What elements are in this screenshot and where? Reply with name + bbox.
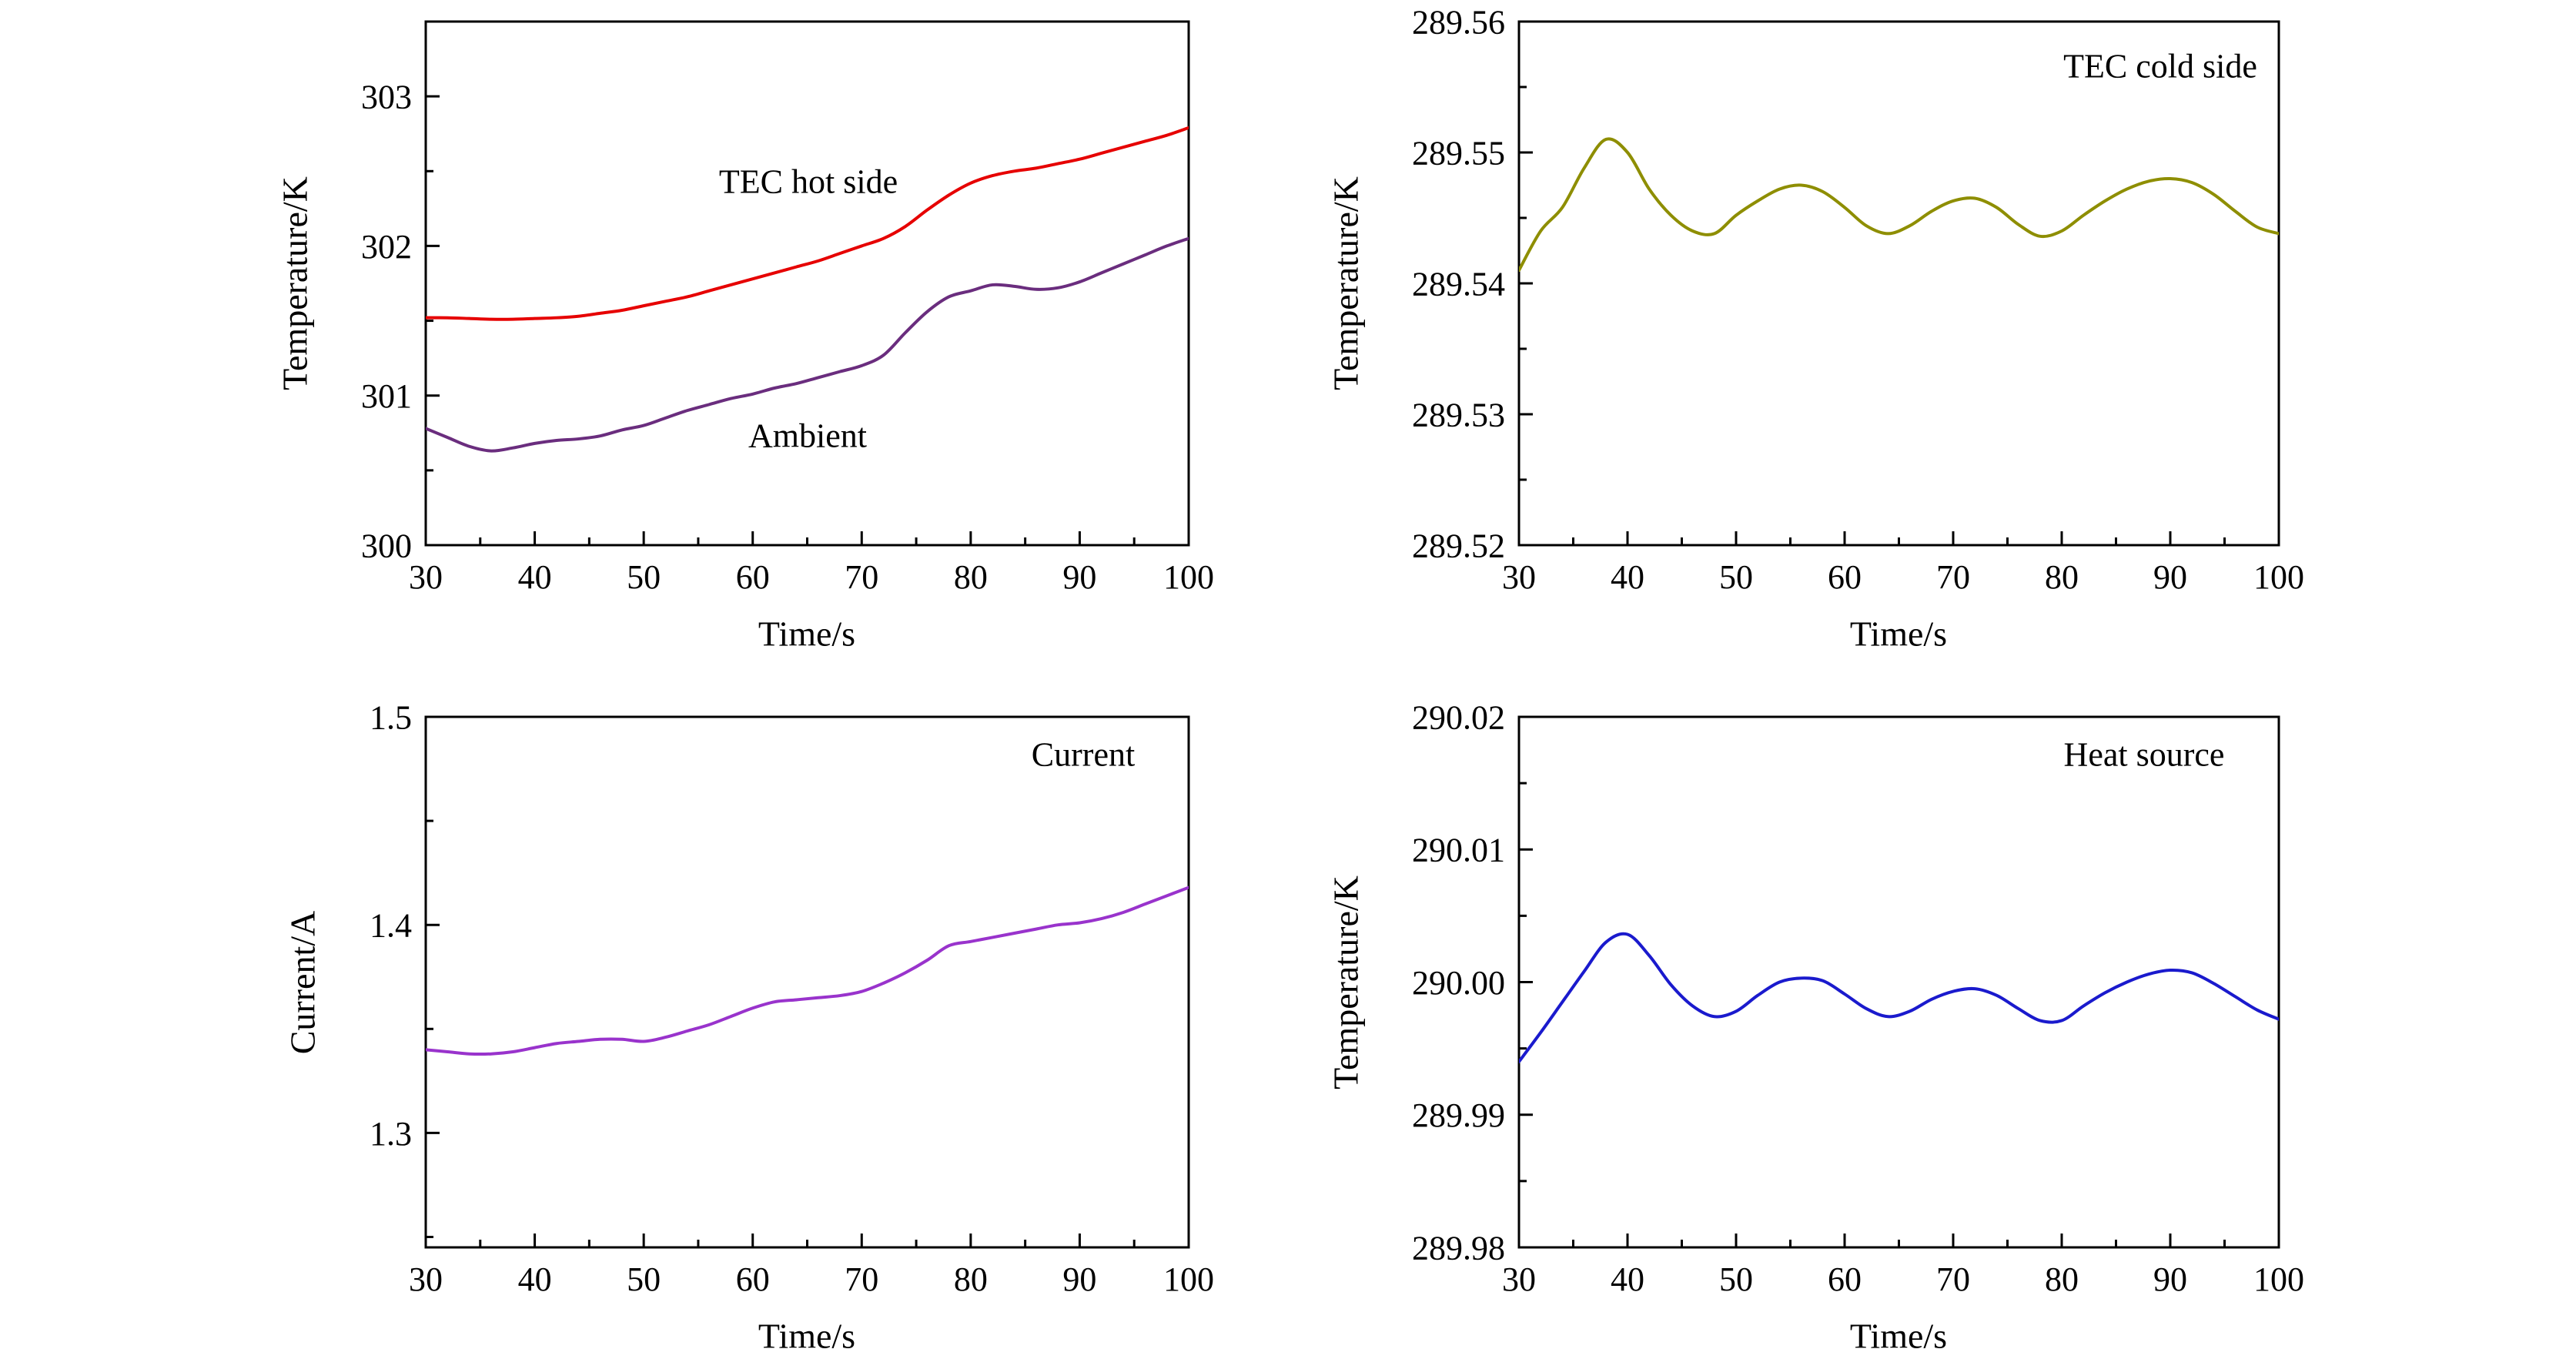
x-tick-label: 50 (1719, 558, 1753, 596)
x-tick-label: 40 (518, 1260, 552, 1298)
x-axis-label-time-topright: Time/s (1849, 614, 1948, 654)
annotation-tec-cold-side: TEC cold side (2063, 47, 2257, 85)
annotation-tec-hot-side: TEC hot side (718, 162, 898, 201)
y-tick-label: 1.4 (370, 907, 412, 945)
x-tick-label: 70 (1936, 1260, 1970, 1298)
x-tick-label: 50 (1719, 1260, 1753, 1298)
x-tick-label: 100 (2253, 558, 2304, 596)
y-tick-label: 290.01 (1412, 832, 1505, 869)
x-tick-label: 80 (2045, 1260, 2079, 1298)
x-tick-label: 40 (1611, 558, 1644, 596)
y-tick-label: 289.98 (1412, 1229, 1505, 1267)
x-tick-label: 80 (954, 1260, 988, 1298)
x-tick-label: 50 (627, 558, 661, 596)
x-tick-label: 60 (1828, 558, 1862, 596)
x-tick-label: 100 (2253, 1260, 2304, 1298)
y-tick-label: 290.00 (1412, 964, 1505, 1002)
x-tick-label: 30 (409, 1260, 443, 1298)
x-axis-label-time-bottomright: Time/s (1849, 1316, 1948, 1349)
x-tick-label: 30 (409, 558, 443, 596)
x-tick-label: 90 (2153, 558, 2187, 596)
chart-current: 30 40 50 60 70 80 90 100 1.3 1.4 1.5 (370, 698, 1214, 1298)
x-tick-label: 70 (845, 558, 878, 596)
x-tick-label: 80 (954, 558, 988, 596)
plot-frame (1517, 715, 2280, 1249)
chart-temperature-hot-ambient: 30 40 50 60 70 80 90 100 300 301 302 303 (361, 20, 1214, 596)
y-axis-label-current: Current/A (283, 910, 323, 1055)
annotation-ambient: Ambient (748, 417, 867, 455)
x-tick-label: 70 (845, 1260, 878, 1298)
y-tick-label: 302 (361, 228, 412, 266)
x-tick-label: 60 (1828, 1260, 1862, 1298)
y-axis-label-temperature-topright: Temperature/K (1326, 176, 1366, 390)
x-axis-label-time-topleft: Time/s (758, 614, 856, 654)
plot-frame (424, 715, 1190, 1249)
x-tick-label: 100 (1163, 558, 1214, 596)
x-tick-label: 60 (736, 558, 770, 596)
x-tick-label: 100 (1163, 1260, 1214, 1298)
x-axis-label-time-bottomleft: Time/s (758, 1316, 856, 1349)
y-tick-label: 289.52 (1412, 527, 1505, 564)
y-tick-label: 301 (361, 377, 412, 415)
y-tick-label: 289.53 (1412, 396, 1505, 433)
series-line-tec-cold-side (1519, 137, 2279, 272)
x-tick-label: 70 (1936, 558, 1970, 596)
y-tick-label: 289.55 (1412, 134, 1505, 172)
y-tick-label: 1.3 (370, 1115, 412, 1153)
y-tick-label: 303 (361, 79, 412, 116)
series-line-tec-hot-side (426, 126, 1189, 321)
y-axis-label-temperature-bottomright: Temperature/K (1326, 875, 1366, 1090)
chart-heat-source: 30 40 50 60 70 80 90 100 289.98 289.99 290.00 290.0… (1412, 698, 2304, 1298)
x-tick-label: 60 (736, 1260, 770, 1298)
x-tick-label: 50 (627, 1260, 661, 1298)
x-tick-label: 90 (2153, 1260, 2187, 1298)
x-tick-label: 90 (1062, 1260, 1096, 1298)
chart-tec-cold-side: 30 40 50 60 70 80 90 100 289.52 289.53 289.54 289.5… (1412, 3, 2304, 596)
series-line-current (426, 885, 1189, 1056)
plot-frame (1517, 20, 2280, 547)
annotation-heat-source: Heat source (2063, 735, 2225, 774)
series-line-heat-source (1519, 932, 2279, 1063)
x-tick-label: 30 (1502, 558, 1536, 596)
x-tick-label: 90 (1062, 558, 1096, 596)
x-tick-label: 30 (1502, 1260, 1536, 1298)
annotation-current: Current (1031, 735, 1136, 774)
y-tick-label: 289.54 (1412, 265, 1505, 303)
y-axis-label-temperature-topleft: Temperature/K (275, 176, 315, 390)
y-tick-label: 289.56 (1412, 3, 1505, 41)
x-tick-label: 40 (518, 558, 552, 596)
y-tick-label: 300 (361, 527, 412, 564)
y-tick-label: 289.99 (1412, 1096, 1505, 1134)
y-tick-label: 290.02 (1412, 698, 1505, 736)
x-tick-label: 40 (1611, 1260, 1644, 1298)
y-tick-label: 1.5 (370, 698, 412, 736)
series-line-ambient (426, 236, 1189, 453)
x-tick-label: 80 (2045, 558, 2079, 596)
